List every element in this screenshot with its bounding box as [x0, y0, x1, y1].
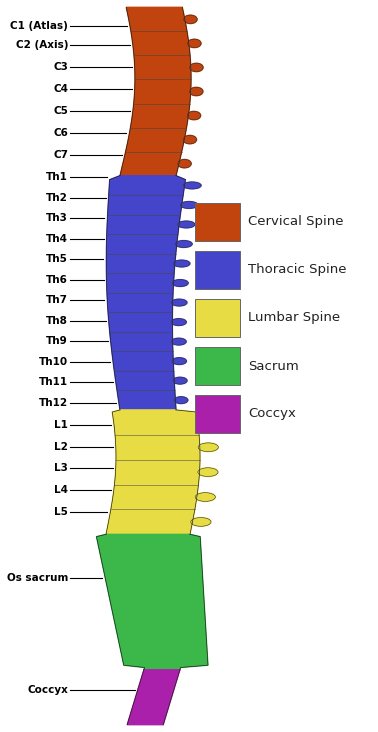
Text: C6: C6 [53, 128, 68, 138]
Text: C3: C3 [53, 62, 68, 72]
Ellipse shape [187, 40, 201, 48]
Ellipse shape [187, 111, 201, 120]
Text: C7: C7 [53, 150, 68, 160]
Ellipse shape [184, 15, 197, 23]
Text: L5: L5 [54, 507, 68, 518]
Polygon shape [106, 176, 185, 410]
Text: L2: L2 [54, 441, 68, 452]
Polygon shape [96, 534, 208, 670]
Text: C4: C4 [53, 84, 68, 94]
Ellipse shape [189, 87, 203, 96]
Ellipse shape [171, 318, 186, 326]
Text: Cervical Spine: Cervical Spine [248, 215, 344, 228]
Polygon shape [120, 7, 191, 176]
Text: Th7: Th7 [46, 295, 68, 305]
Text: Th6: Th6 [46, 274, 68, 285]
Ellipse shape [191, 518, 211, 526]
Text: Thoracic Spine: Thoracic Spine [248, 264, 347, 277]
Text: C2 (Axis): C2 (Axis) [15, 40, 68, 51]
Ellipse shape [198, 468, 218, 477]
Ellipse shape [198, 443, 218, 452]
Ellipse shape [173, 377, 187, 384]
Polygon shape [127, 670, 180, 725]
Polygon shape [106, 410, 200, 534]
Text: Th4: Th4 [46, 234, 68, 244]
Bar [195, 299, 240, 337]
Ellipse shape [178, 221, 195, 228]
Text: Coccyx: Coccyx [248, 408, 296, 420]
Bar [195, 395, 240, 433]
Text: Th8: Th8 [46, 315, 68, 326]
Text: L4: L4 [54, 485, 68, 496]
Ellipse shape [174, 260, 190, 267]
Ellipse shape [175, 241, 192, 247]
Bar [195, 347, 240, 385]
Text: Th1: Th1 [46, 172, 68, 182]
Ellipse shape [180, 201, 198, 209]
Ellipse shape [172, 280, 188, 286]
Text: Th10: Th10 [39, 356, 68, 367]
Ellipse shape [196, 418, 216, 427]
Text: Sacrum: Sacrum [248, 359, 299, 373]
Ellipse shape [183, 135, 197, 143]
Text: Th2: Th2 [46, 193, 68, 203]
Text: Th3: Th3 [46, 213, 68, 223]
Bar [195, 203, 240, 241]
Text: L1: L1 [54, 419, 68, 430]
Text: Th9: Th9 [46, 336, 68, 346]
Text: Lumbar Spine: Lumbar Spine [248, 312, 340, 324]
Ellipse shape [195, 493, 215, 501]
Text: Th5: Th5 [46, 254, 68, 264]
Ellipse shape [183, 182, 201, 189]
Ellipse shape [171, 299, 187, 306]
Text: C5: C5 [53, 106, 68, 116]
Text: C1 (Atlas): C1 (Atlas) [10, 20, 68, 31]
Text: Os sacrum: Os sacrum [7, 573, 68, 583]
Ellipse shape [190, 63, 203, 72]
Bar [195, 251, 240, 289]
Text: L3: L3 [54, 463, 68, 474]
Text: Th12: Th12 [39, 397, 68, 408]
Text: Coccyx: Coccyx [27, 684, 68, 695]
Ellipse shape [174, 397, 188, 403]
Ellipse shape [171, 338, 186, 345]
Text: Th11: Th11 [39, 377, 68, 387]
Ellipse shape [172, 358, 186, 365]
Ellipse shape [178, 160, 191, 168]
